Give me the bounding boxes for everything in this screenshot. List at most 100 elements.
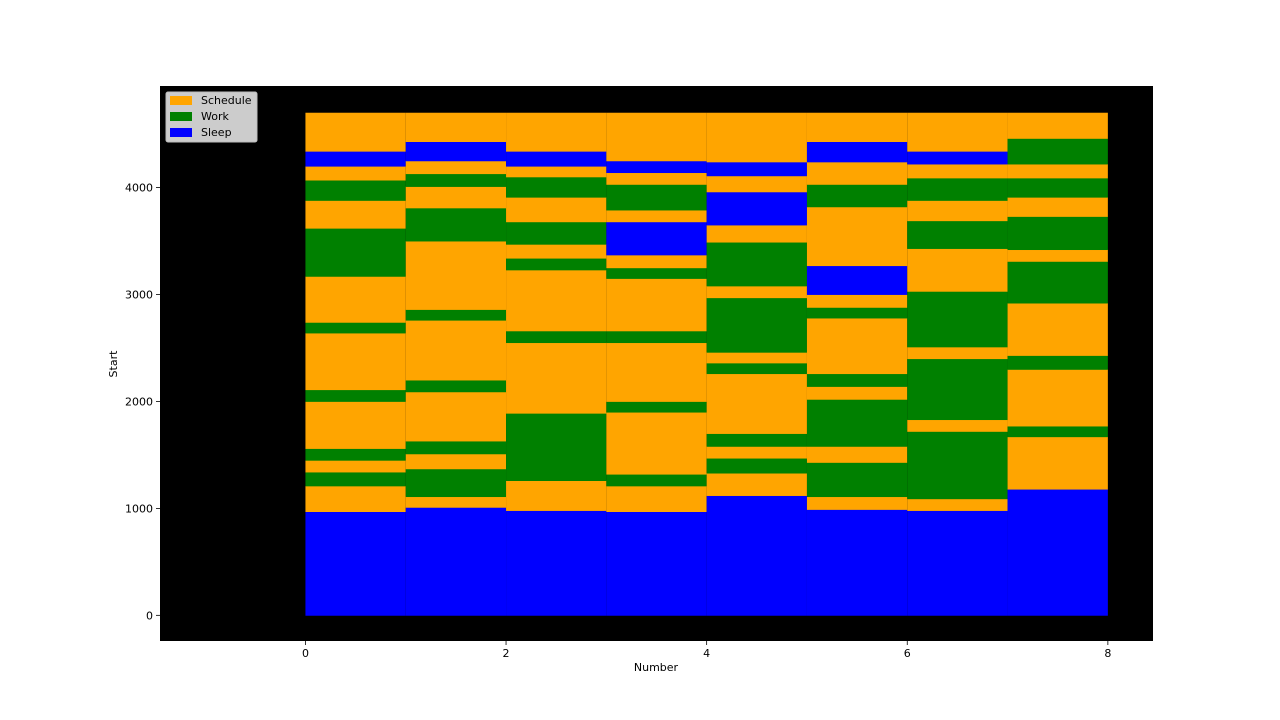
bar-segment-work — [706, 433, 807, 447]
bar-segment-schedule — [305, 200, 406, 229]
bar-segment-schedule — [405, 160, 507, 175]
bar-segment-schedule — [606, 112, 707, 162]
bar-segment-sleep — [806, 509, 908, 616]
bar-segment-work — [1007, 177, 1108, 198]
bar-segment-schedule — [806, 161, 908, 185]
legend-swatch-work — [170, 112, 192, 121]
bar-segment-work — [1007, 261, 1108, 304]
bar-segment-work — [806, 307, 908, 319]
bar-segment-schedule — [1007, 369, 1108, 427]
bar-segment-schedule — [806, 112, 908, 142]
bar-segment-schedule — [706, 373, 807, 434]
bar-segment-work — [405, 309, 507, 321]
bar-segment-schedule — [706, 473, 807, 496]
bar-segment-schedule — [907, 248, 1008, 292]
bar-segment-work — [405, 380, 507, 393]
bar-segment-work — [305, 389, 406, 402]
bar-segment-work — [907, 291, 1008, 348]
bar-segment-work — [305, 322, 406, 334]
bar-segment-work — [806, 462, 908, 498]
bar-segment-work — [1007, 355, 1108, 370]
y-tick-label: 0 — [146, 609, 153, 622]
y-tick-label: 2000 — [125, 395, 153, 408]
y-tick-label: 4000 — [125, 182, 153, 195]
x-tick-label: 6 — [904, 647, 911, 660]
bar-segment-schedule — [305, 333, 406, 391]
bar-segment-schedule — [806, 386, 908, 400]
bar-segment-work — [606, 184, 707, 211]
bar-segment-schedule — [907, 112, 1008, 152]
bar-segment-work — [405, 441, 507, 455]
bar-segment-schedule — [405, 112, 507, 142]
bar-segment-schedule — [506, 112, 607, 152]
bar-segment-schedule — [606, 210, 707, 223]
bar-segment-schedule — [606, 254, 707, 269]
bar-segment-sleep — [405, 507, 507, 616]
bar-segment-schedule — [907, 200, 1008, 222]
bar-segment-schedule — [405, 496, 507, 508]
bar-segment-work — [305, 472, 406, 487]
bar-segment-work — [606, 474, 707, 487]
bar-segment-work — [506, 330, 607, 344]
bar-segment-schedule — [606, 172, 707, 185]
x-tick-label: 2 — [503, 647, 510, 660]
bar-segment-sleep — [606, 221, 707, 256]
bar-segment-schedule — [305, 112, 406, 152]
x-tick-label: 8 — [1104, 647, 1111, 660]
bar-segment-work — [606, 330, 707, 344]
bar-segment-sleep — [506, 151, 607, 167]
bar-segment-work — [305, 228, 406, 277]
bar-segment-work — [506, 221, 607, 245]
bar-segment-work — [506, 413, 607, 481]
bar-segment-schedule — [907, 164, 1008, 179]
bar-segment-work — [606, 267, 707, 279]
y-tick-label: 3000 — [125, 289, 153, 302]
bar-segment-work — [1007, 216, 1108, 251]
bar-segment-work — [806, 399, 908, 447]
bar-segment-schedule — [706, 175, 807, 193]
bar-segment-work — [806, 184, 908, 208]
bar-segment-work — [405, 468, 507, 498]
legend-swatch-sleep — [170, 128, 192, 137]
bar-segment-schedule — [305, 485, 406, 512]
bar-segment-schedule — [1007, 436, 1108, 490]
bar-segment-schedule — [806, 496, 908, 510]
bar-segment-schedule — [506, 480, 607, 511]
y-axis-ticks: 0 1000 2000 3000 4000 — [125, 182, 160, 622]
bar-segment-work — [806, 373, 908, 387]
bar-segment-schedule — [305, 401, 406, 449]
bar-segment-work — [907, 431, 1008, 500]
bar-segment-schedule — [405, 320, 507, 381]
bar-segment-schedule — [305, 166, 406, 181]
bar-segment-work — [907, 358, 1008, 421]
bar-segment-sleep — [907, 510, 1008, 616]
bar-segment-sleep — [305, 151, 406, 167]
bar-segment-work — [706, 297, 807, 353]
x-axis-label: Number — [634, 661, 679, 674]
bar-segment-work — [706, 458, 807, 474]
bar-segment-schedule — [1007, 197, 1108, 217]
bar-segment-schedule — [806, 206, 908, 267]
bar-segment-sleep — [506, 510, 607, 616]
bar-segment-schedule — [706, 112, 807, 163]
bar-segment-schedule — [706, 446, 807, 459]
x-tick-label: 4 — [703, 647, 710, 660]
bar-segment-schedule — [706, 225, 807, 243]
legend-label-schedule: Schedule — [201, 94, 252, 107]
bar-segment-sleep — [305, 511, 406, 616]
bar-segment-schedule — [506, 197, 607, 223]
legend-label-sleep: Sleep — [201, 126, 232, 139]
bar-segment-sleep — [706, 191, 807, 226]
bar-segment-schedule — [305, 460, 406, 473]
bar-segment-schedule — [506, 269, 607, 332]
bar-segment-schedule — [706, 285, 807, 299]
bar-segment-schedule — [706, 352, 807, 364]
bar-segment-schedule — [405, 391, 507, 442]
legend-swatch-schedule — [170, 96, 192, 105]
bar-segment-sleep — [806, 141, 908, 163]
x-axis-ticks: 0 2 4 6 8 — [302, 641, 1111, 660]
bar-segment-sleep — [405, 141, 507, 162]
bar-segment-schedule — [907, 419, 1008, 432]
bar-segment-schedule — [305, 276, 406, 323]
